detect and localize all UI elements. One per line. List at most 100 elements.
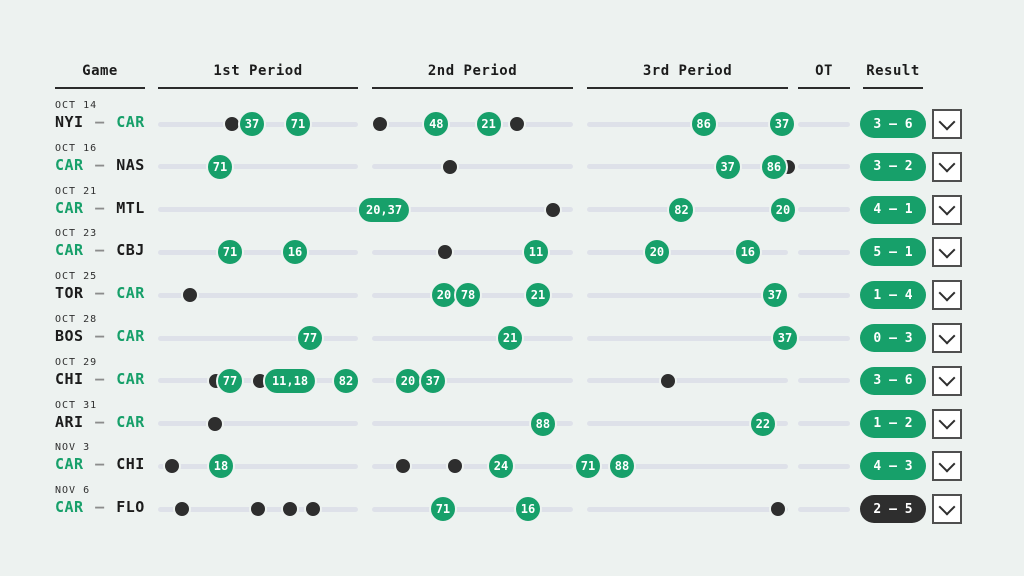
expand-row-button[interactable] xyxy=(932,237,962,268)
game-date: OCT 16 xyxy=(55,142,98,154)
period-track-4 xyxy=(798,378,850,384)
expand-row-button[interactable] xyxy=(932,280,962,311)
column-underline-ot xyxy=(798,87,850,89)
period-track-1 xyxy=(158,335,358,341)
team-goal-badge: 20 xyxy=(642,238,671,267)
team-goal-badge: 20 xyxy=(768,195,797,224)
team-goal-badge: 77 xyxy=(296,324,324,352)
result-badge: 4 – 3 xyxy=(860,452,926,481)
opponent-goal-marker xyxy=(206,414,224,433)
teams-separator: – xyxy=(95,369,105,388)
column-header-period-2: 2nd Period xyxy=(427,63,518,79)
game-teams: NYI – CAR xyxy=(55,113,145,131)
team-goal-badge: 71 xyxy=(206,152,234,181)
team-home: CAR xyxy=(116,412,145,431)
period-track-1 xyxy=(158,249,358,255)
team-goal-badge: 20 xyxy=(393,366,422,395)
expand-row-button[interactable] xyxy=(932,365,962,396)
team-home: FLO xyxy=(116,498,145,517)
team-goal-badge: 37 xyxy=(713,152,742,181)
column-underline-game xyxy=(55,87,145,89)
team-goal-badge: 82 xyxy=(332,366,360,395)
teams-separator: – xyxy=(95,155,105,174)
game-teams: CHI – CAR xyxy=(55,370,145,388)
opponent-goal-marker xyxy=(163,457,181,476)
chevron-down-icon xyxy=(938,327,956,344)
result-badge: 1 – 2 xyxy=(860,409,926,438)
expand-row-button[interactable] xyxy=(932,109,962,139)
teams-separator: – xyxy=(95,113,105,131)
team-home: CAR xyxy=(116,113,145,131)
period-track-4 xyxy=(798,207,850,213)
column-header-game: Game xyxy=(82,63,118,79)
team-away: CAR xyxy=(55,455,84,474)
column-underline-period-3 xyxy=(587,87,788,89)
team-goal-badge: 11 xyxy=(522,238,551,267)
period-track-4 xyxy=(798,164,850,170)
period-track-1 xyxy=(158,164,358,170)
period-track-1 xyxy=(158,207,358,213)
expand-row-button[interactable] xyxy=(932,451,962,482)
game-teams: CAR – CHI xyxy=(55,455,145,473)
teams-separator: – xyxy=(95,241,105,260)
opponent-goal-marker xyxy=(507,115,526,133)
expand-row-button[interactable] xyxy=(932,194,962,225)
period-track-4 xyxy=(798,292,850,298)
period-track-2 xyxy=(372,207,573,213)
opponent-goal-marker xyxy=(249,500,267,519)
team-away: CHI xyxy=(55,369,84,388)
period-track-2 xyxy=(372,121,573,127)
period-track-4 xyxy=(798,249,850,255)
period-track-2 xyxy=(372,335,573,341)
chevron-down-icon xyxy=(938,113,956,130)
team-goal-badge: 48 xyxy=(422,110,451,138)
expand-row-button[interactable] xyxy=(932,151,962,182)
game-teams: CAR – CBJ xyxy=(55,241,145,259)
team-home: CAR xyxy=(116,284,145,303)
result-badge: 3 – 6 xyxy=(860,366,926,395)
team-home: CAR xyxy=(116,327,145,345)
team-goal-badge: 37 xyxy=(760,281,789,310)
team-home: MTL xyxy=(116,198,145,217)
opponent-goal-marker xyxy=(281,500,299,519)
team-goal-badge: 18 xyxy=(207,452,235,481)
team-goal-badge: 86 xyxy=(689,110,718,138)
chevron-down-icon xyxy=(938,198,956,216)
team-goal-badge: 82 xyxy=(667,195,696,224)
period-track-4 xyxy=(798,121,850,127)
team-goal-badge: 88 xyxy=(528,409,557,438)
team-goal-badge: 37 xyxy=(418,366,447,395)
team-home: NAS xyxy=(116,155,145,174)
team-goal-badge: 37 xyxy=(767,110,796,138)
period-track-3 xyxy=(587,249,788,255)
expand-row-button[interactable] xyxy=(932,494,962,525)
period-track-2 xyxy=(372,506,573,512)
team-away: CAR xyxy=(55,198,84,217)
expand-row-button[interactable] xyxy=(932,323,962,353)
team-goal-badge: 78 xyxy=(454,281,483,310)
result-badge: 1 – 4 xyxy=(860,281,926,310)
team-goal-badge: 22 xyxy=(748,409,777,438)
game-teams: ARI – CAR xyxy=(55,413,145,431)
game-teams: CAR – FLO xyxy=(55,498,145,516)
period-track-3 xyxy=(587,121,788,127)
period-track-1 xyxy=(158,292,358,298)
team-goal-badge: 16 xyxy=(513,495,542,524)
team-away: CAR xyxy=(55,241,84,260)
column-underline-period-1 xyxy=(158,87,358,89)
team-away: TOR xyxy=(55,284,84,303)
column-header-result: Result xyxy=(866,63,920,79)
opponent-goal-marker xyxy=(768,500,787,519)
teams-separator: – xyxy=(95,198,105,217)
game-date: OCT 31 xyxy=(55,399,98,411)
expand-row-button[interactable] xyxy=(932,408,962,439)
opponent-goal-marker xyxy=(543,200,562,219)
period-track-4 xyxy=(798,506,850,512)
period-track-2 xyxy=(372,463,573,469)
period-track-3 xyxy=(587,164,788,170)
column-header-period-3: 3rd Period xyxy=(642,63,733,79)
team-goal-badge: 21 xyxy=(474,110,503,138)
period-track-4 xyxy=(798,463,850,469)
team-goal-badge: 37 xyxy=(238,110,266,138)
teams-separator: – xyxy=(95,455,105,474)
